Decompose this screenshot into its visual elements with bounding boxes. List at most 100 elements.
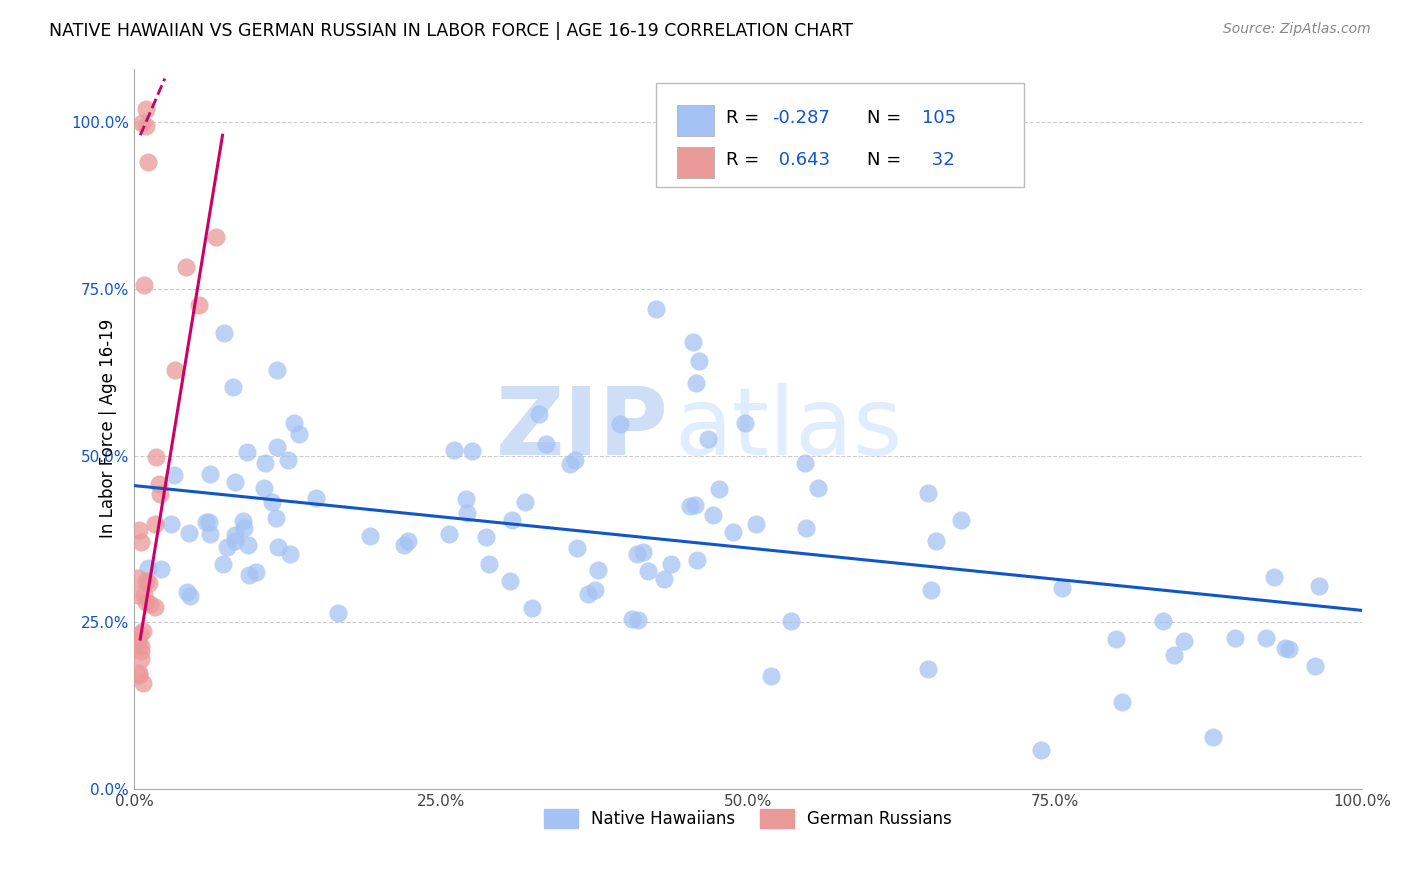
- Point: [179, 589, 201, 603]
- Point: [454, 491, 477, 506]
- Point: [1278, 642, 1301, 657]
- Point: [659, 557, 682, 571]
- Text: N =: N =: [868, 109, 907, 127]
- Point: [637, 564, 659, 578]
- Point: [129, 644, 152, 658]
- Point: [576, 587, 599, 601]
- Point: [136, 561, 159, 575]
- FancyBboxPatch shape: [676, 105, 714, 136]
- Point: [396, 534, 419, 549]
- Point: [224, 527, 246, 541]
- Point: [236, 538, 259, 552]
- Point: [1263, 570, 1285, 584]
- Point: [564, 452, 586, 467]
- Point: [200, 526, 222, 541]
- Point: [212, 326, 235, 340]
- Point: [527, 407, 550, 421]
- Point: [127, 571, 149, 585]
- Point: [1031, 743, 1053, 757]
- Text: 105: 105: [922, 109, 956, 127]
- Point: [583, 583, 606, 598]
- Point: [149, 487, 172, 501]
- Point: [501, 513, 523, 527]
- Point: [702, 508, 724, 523]
- FancyBboxPatch shape: [676, 147, 714, 178]
- Point: [163, 467, 186, 482]
- Point: [627, 613, 650, 627]
- Point: [266, 363, 288, 377]
- Point: [522, 600, 544, 615]
- Point: [149, 562, 172, 576]
- Point: [1274, 641, 1296, 656]
- Point: [198, 516, 221, 530]
- Point: [685, 376, 707, 390]
- Point: [686, 553, 709, 567]
- Point: [236, 445, 259, 459]
- Point: [478, 557, 501, 571]
- Point: [129, 639, 152, 653]
- Point: [224, 475, 246, 489]
- Point: [761, 669, 783, 683]
- Y-axis label: In Labor Force | Age 16-19: In Labor Force | Age 16-19: [100, 319, 118, 539]
- Point: [949, 513, 972, 527]
- Point: [586, 563, 609, 577]
- Point: [135, 119, 157, 133]
- Point: [128, 666, 150, 681]
- Point: [267, 540, 290, 554]
- Point: [143, 516, 166, 531]
- Point: [697, 432, 720, 446]
- Point: [179, 525, 201, 540]
- Point: [475, 530, 498, 544]
- Point: [917, 486, 939, 500]
- Point: [283, 416, 305, 430]
- Point: [132, 278, 155, 293]
- Point: [132, 624, 155, 638]
- Text: ZIP: ZIP: [495, 383, 668, 475]
- Legend: Native Hawaiians, German Russians: Native Hawaiians, German Russians: [537, 803, 959, 835]
- Point: [138, 575, 160, 590]
- Point: [645, 301, 668, 316]
- Point: [654, 572, 676, 586]
- Text: -0.287: -0.287: [773, 109, 831, 127]
- Point: [198, 467, 221, 481]
- Point: [160, 517, 183, 532]
- Point: [264, 510, 287, 524]
- Point: [174, 260, 197, 275]
- Point: [1163, 648, 1185, 662]
- Point: [631, 545, 654, 559]
- Point: [163, 363, 186, 377]
- Point: [793, 456, 815, 470]
- Point: [253, 481, 276, 495]
- Point: [456, 506, 478, 520]
- Text: NATIVE HAWAIIAN VS GERMAN RUSSIAN IN LABOR FORCE | AGE 16-19 CORRELATION CHART: NATIVE HAWAIIAN VS GERMAN RUSSIAN IN LAB…: [49, 22, 853, 40]
- Point: [215, 541, 238, 555]
- Point: [1152, 614, 1174, 628]
- Point: [609, 417, 631, 431]
- Point: [305, 491, 328, 505]
- Point: [277, 453, 299, 467]
- Point: [443, 443, 465, 458]
- Point: [626, 547, 648, 561]
- Point: [780, 614, 803, 628]
- Point: [796, 521, 818, 535]
- Point: [1223, 632, 1246, 646]
- Point: [709, 482, 731, 496]
- Point: [392, 538, 415, 552]
- Point: [1308, 579, 1330, 593]
- Point: [1050, 582, 1073, 596]
- Point: [135, 103, 157, 117]
- Point: [128, 524, 150, 538]
- Point: [222, 379, 245, 393]
- Point: [204, 229, 226, 244]
- Point: [134, 574, 156, 589]
- Point: [920, 583, 942, 598]
- Point: [328, 607, 350, 621]
- Point: [1303, 659, 1326, 673]
- Point: [128, 668, 150, 682]
- Point: [534, 437, 557, 451]
- Point: [359, 529, 381, 543]
- Point: [744, 517, 766, 532]
- Point: [131, 116, 153, 130]
- Point: [807, 482, 830, 496]
- Point: [1111, 695, 1133, 709]
